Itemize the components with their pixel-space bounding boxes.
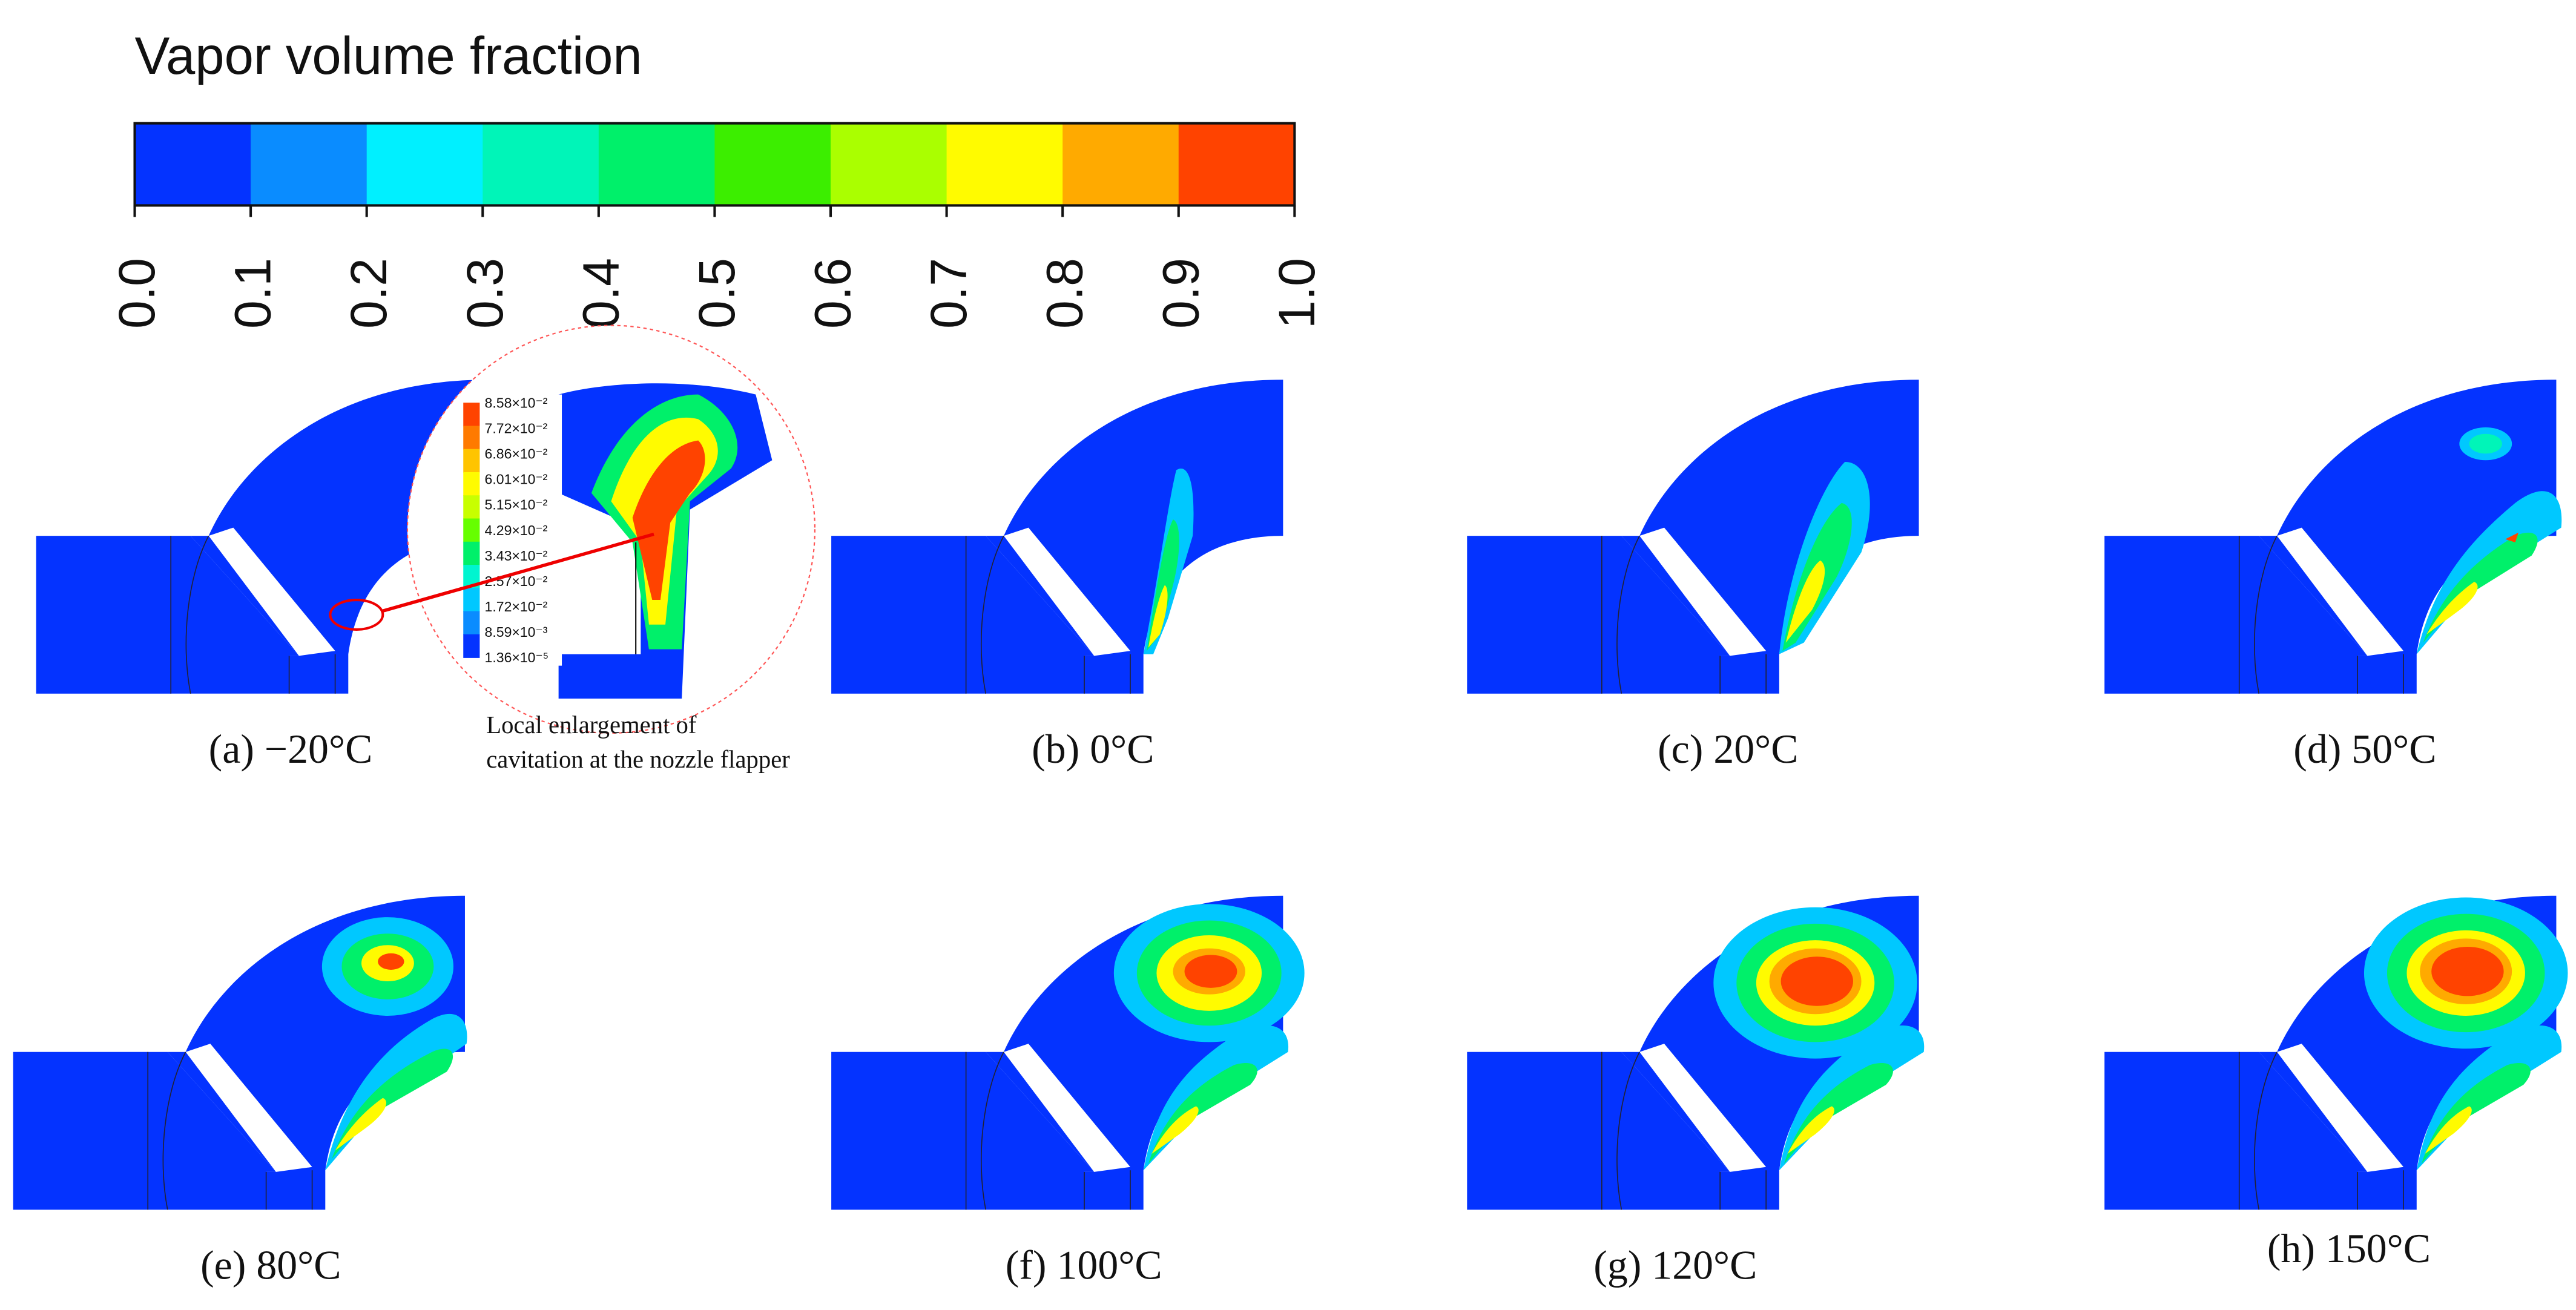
panel-g — [1466, 895, 1925, 1211]
label-b: (b) 0°C — [1032, 726, 1154, 772]
enlargement-legend: 8.58×10⁻² 7.72×10⁻² 6.86×10⁻² 6.01×10⁻² 5.15… — [463, 394, 562, 666]
label-g: (g) 120°C — [1593, 1242, 1757, 1288]
enlargement-legend-tick: 8.58×10⁻² — [485, 395, 548, 410]
panel-f — [831, 895, 1305, 1211]
colorbar-segments — [134, 123, 1296, 206]
enlargement-legend-swatch — [463, 634, 480, 658]
local-enlargement: 8.58×10⁻² 7.72×10⁻² 6.86×10⁻² 6.01×10⁻² 5.15… — [380, 324, 816, 773]
label-d: (d) 50°C — [2293, 726, 2436, 772]
enlargement-legend-swatch — [463, 472, 480, 496]
colorbar-tick-label: 0.9 — [1152, 258, 1209, 329]
colorbar-tick-label: 0.6 — [805, 258, 861, 329]
panel-b — [831, 379, 1284, 694]
colorbar-tick-label: 0.5 — [688, 258, 745, 329]
enlargement-legend-tick: 5.15×10⁻² — [485, 497, 548, 513]
colorbar-segment — [831, 123, 947, 206]
enlargement-pointer — [380, 532, 654, 613]
colorbar-segment — [366, 123, 484, 206]
enlargement-legend-swatch — [463, 518, 480, 542]
label-c: (c) 20°C — [1658, 726, 1798, 772]
nozzle-highlight-ellipse — [329, 599, 384, 631]
colorbar-segment — [251, 123, 368, 206]
enlargement-legend-tick: 2.57×10⁻² — [485, 573, 548, 589]
enlargement-caption-line1: Local enlargement of — [486, 711, 697, 739]
enlargement-legend-tick: 4.29×10⁻² — [485, 522, 548, 538]
label-f: (f) 100°C — [1006, 1242, 1162, 1288]
enlargement-caption-line2: cavitation at the nozzle flapper — [486, 746, 790, 773]
colorbar-segment — [1062, 123, 1180, 206]
enlargement-legend-swatch — [463, 403, 480, 427]
enlargement-legend-tick: 6.86×10⁻² — [485, 446, 548, 462]
label-a: (a) −20°C — [209, 726, 373, 772]
colorbar-segment — [946, 123, 1064, 206]
enlargement-legend-tick: 7.72×10⁻² — [485, 420, 548, 436]
colorbar-tick-label: 0.8 — [1036, 258, 1093, 329]
colorbar-tick-label: 0.7 — [920, 258, 977, 329]
enlargement-legend-tick: 8.59×10⁻³ — [485, 624, 548, 640]
enlargement-legend-background — [479, 394, 562, 666]
colorbar-tick-label: 0.4 — [572, 258, 629, 329]
colorbar-tick-label: 1.0 — [1268, 258, 1325, 329]
colorbar: Vapor volume fraction 0.0 0.1 0.2 0.3 0.4 0.5… — [108, 27, 1325, 329]
enlargement-legend-tick: 1.72×10⁻² — [485, 599, 548, 614]
colorbar-ticks: 0.0 0.1 0.2 0.3 0.4 0.5 0.6 0.7 0.8 0.9 1.0 — [108, 205, 1325, 329]
colorbar-segment — [1178, 123, 1296, 206]
enlargement-legend-swatch — [463, 588, 480, 612]
enlargement-legend-swatch — [463, 449, 480, 473]
colorbar-tick-label: 0.3 — [456, 258, 513, 329]
panel-e — [12, 895, 467, 1211]
panel-h — [2104, 895, 2568, 1211]
enlargement-legend-swatch — [463, 426, 480, 450]
colorbar-title: Vapor volume fraction — [135, 27, 642, 85]
enlargement-legend-swatch — [463, 611, 480, 635]
label-e: (e) 80°C — [200, 1242, 341, 1288]
label-h: (h) 150°C — [2267, 1226, 2431, 1271]
colorbar-tick-label: 0.2 — [340, 258, 397, 329]
colorbar-segment — [598, 123, 716, 206]
enlargement-legend-tick: 1.36×10⁻⁵ — [485, 650, 549, 665]
panel-c — [1466, 379, 1920, 694]
enlargement-legend-swatch — [463, 541, 480, 565]
enlargement-legend-tick: 6.01×10⁻² — [485, 472, 548, 487]
colorbar-segment — [483, 123, 600, 206]
enlargement-legend-tick: 3.43×10⁻² — [485, 548, 548, 564]
colorbar-tick-label: 0.1 — [225, 258, 282, 329]
colorbar-segment — [134, 123, 252, 206]
colorbar-tick-label: 0.0 — [108, 258, 165, 329]
enlargement-legend-swatch — [463, 495, 480, 519]
panel-a — [35, 379, 489, 694]
panel-d — [2104, 379, 2562, 694]
colorbar-segment — [714, 123, 832, 206]
